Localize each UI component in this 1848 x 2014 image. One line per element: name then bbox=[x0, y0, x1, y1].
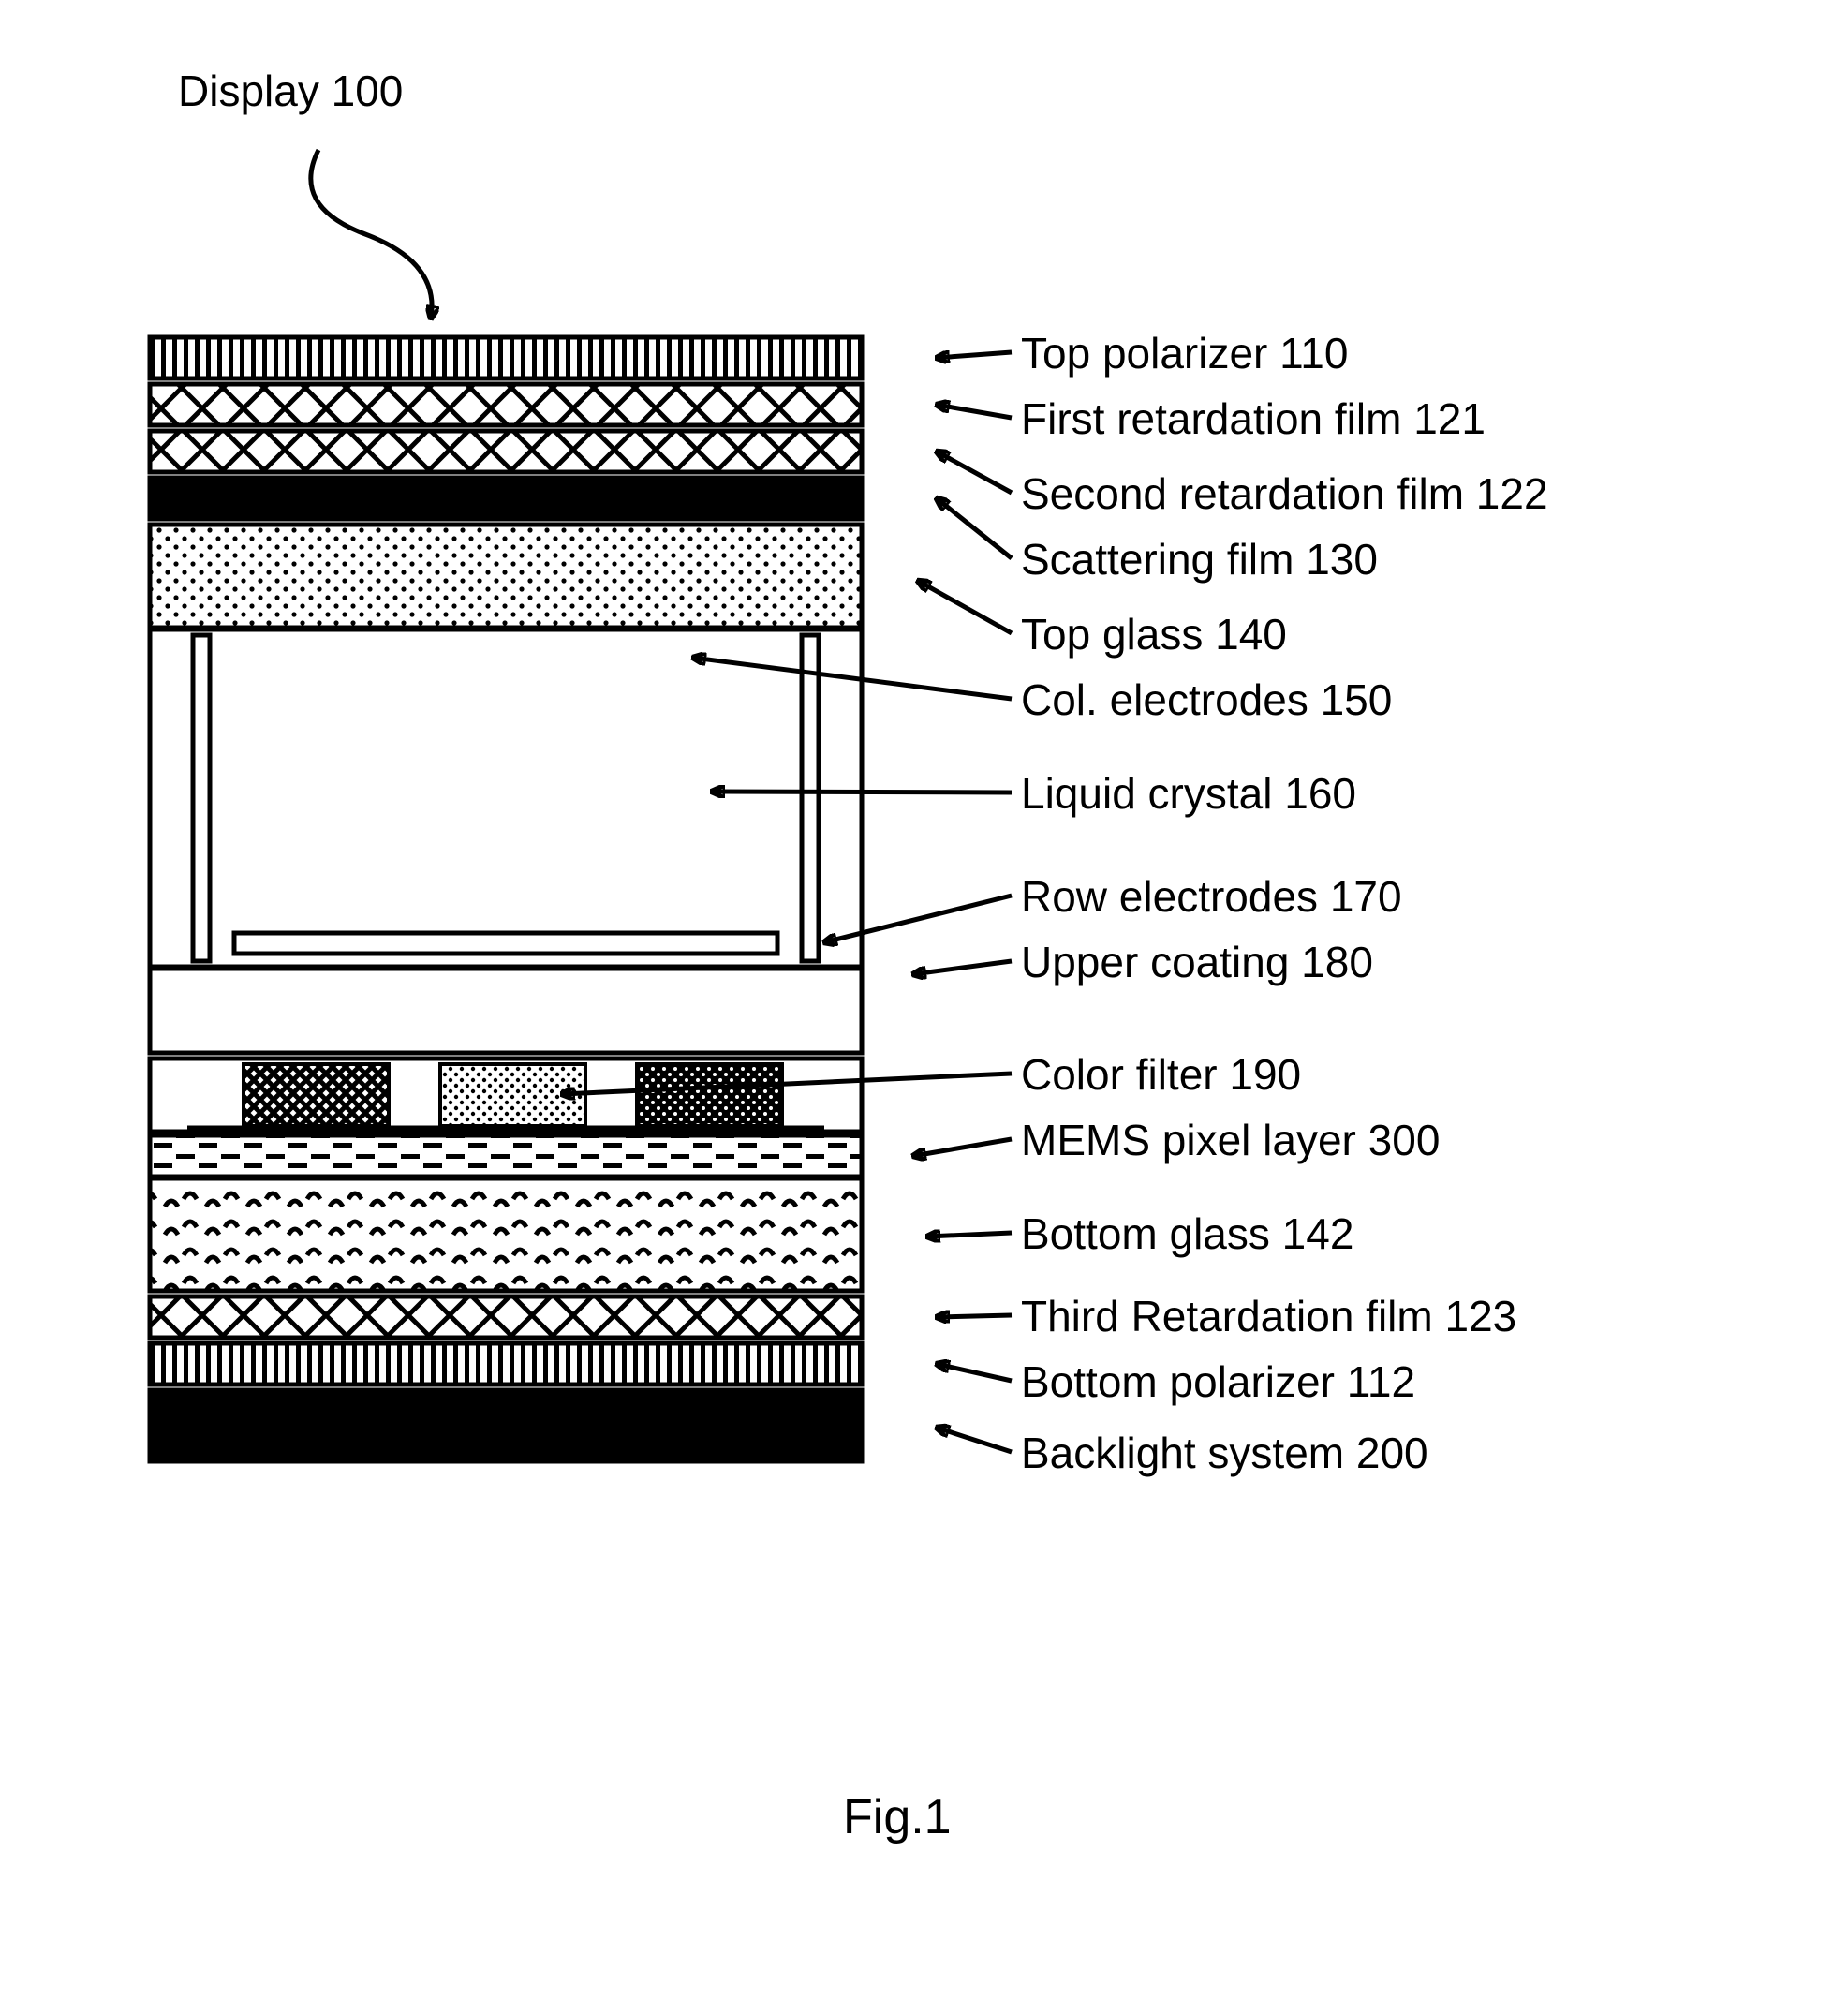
label-third-retardation-film: Third Retardation film 123 bbox=[1021, 1291, 1516, 1341]
label-second-retardation-film: Second retardation film 122 bbox=[1021, 468, 1548, 519]
label-liquid-crystal: Liquid crystal 160 bbox=[1021, 768, 1356, 819]
diagram-page: Display 100 Top polarizer 110 First retar… bbox=[37, 37, 1817, 1977]
label-bottom-polarizer: Bottom polarizer 112 bbox=[1021, 1356, 1415, 1407]
label-color-filter: Color filter 190 bbox=[1021, 1049, 1301, 1100]
label-backlight-system: Backlight system 200 bbox=[1021, 1428, 1428, 1478]
label-upper-coating: Upper coating 180 bbox=[1021, 937, 1373, 987]
label-first-retardation-film: First retardation film 121 bbox=[1021, 393, 1486, 444]
diagram-svg bbox=[37, 37, 1817, 1977]
label-top-polarizer: Top polarizer 110 bbox=[1021, 328, 1348, 378]
diagram-title: Display 100 bbox=[178, 66, 403, 116]
label-mems-pixel-layer: MEMS pixel layer 300 bbox=[1021, 1115, 1440, 1165]
figure-caption: Fig.1 bbox=[843, 1789, 952, 1845]
label-row-electrodes: Row electrodes 170 bbox=[1021, 871, 1402, 922]
label-top-glass: Top glass 140 bbox=[1021, 609, 1287, 659]
label-bottom-glass: Bottom glass 142 bbox=[1021, 1208, 1353, 1259]
label-col-electrodes: Col. electrodes 150 bbox=[1021, 674, 1392, 725]
label-scattering-film: Scattering film 130 bbox=[1021, 534, 1378, 585]
